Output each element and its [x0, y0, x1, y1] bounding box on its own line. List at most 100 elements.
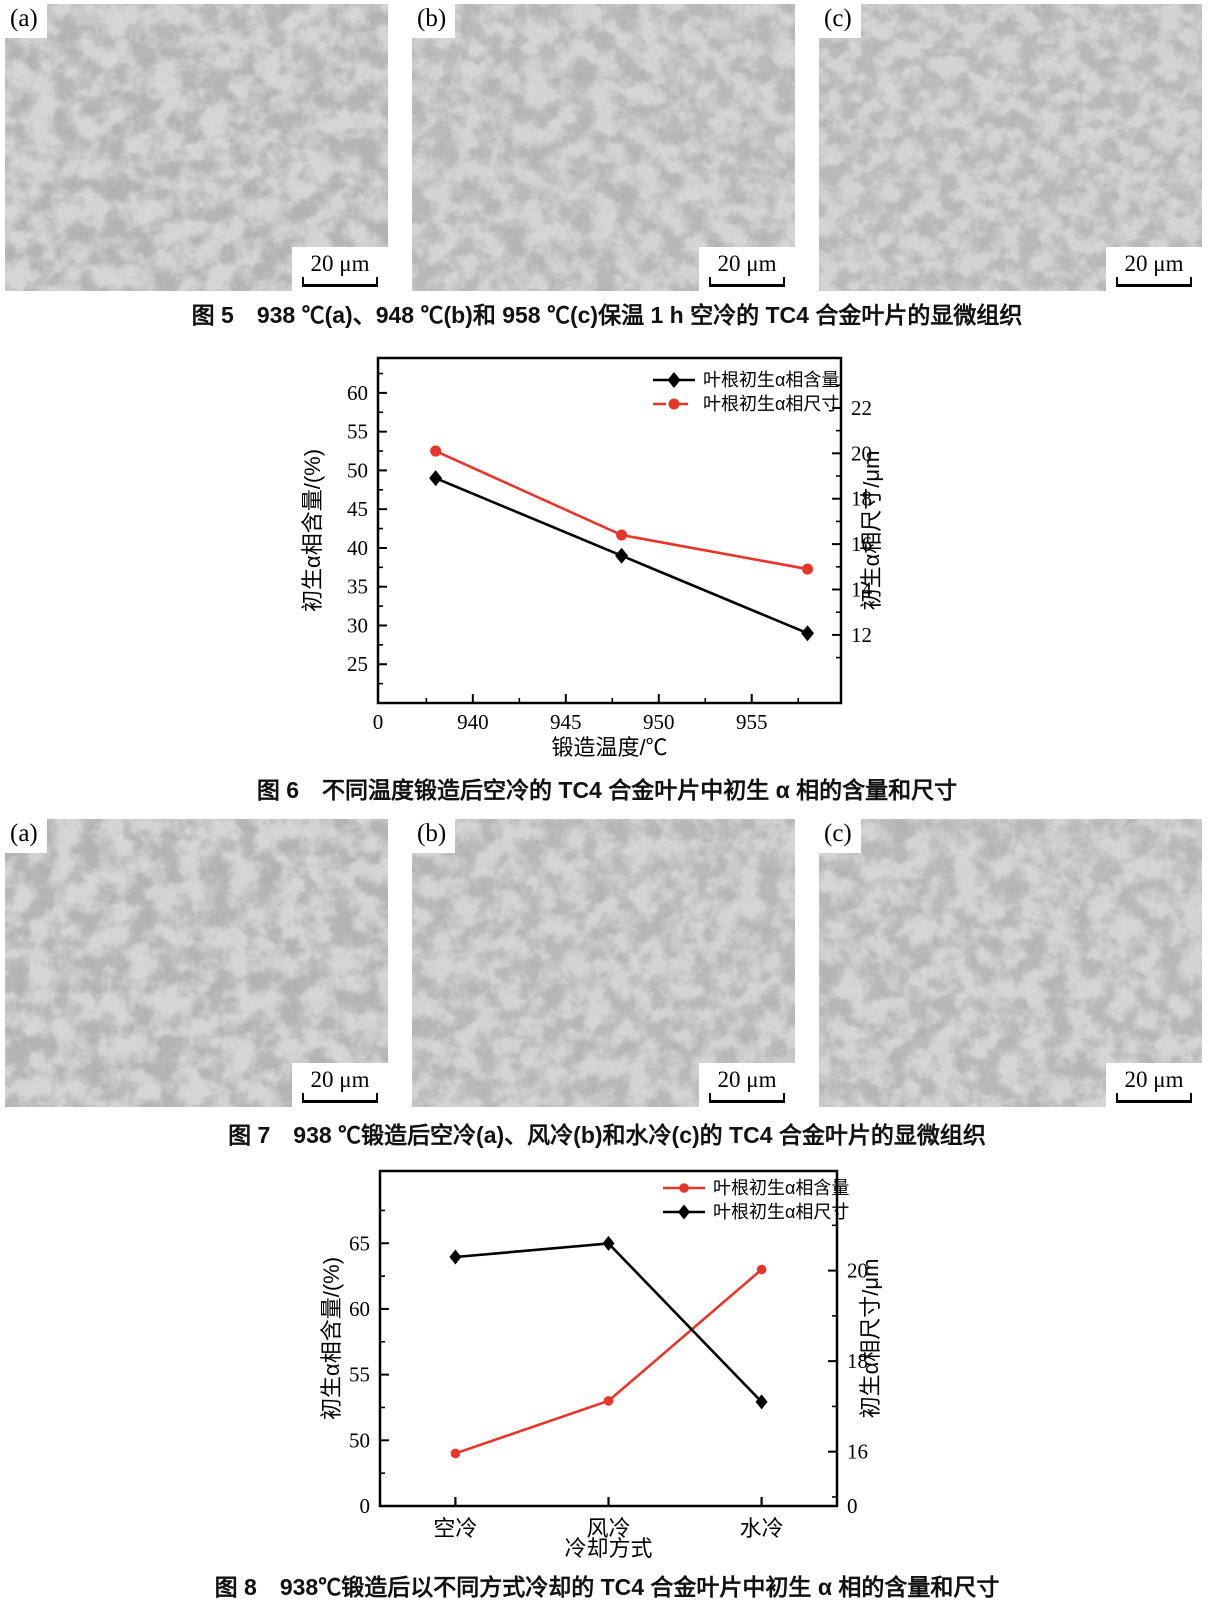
scale-label: 20 μm: [717, 250, 777, 276]
x-tick-label: 940: [457, 710, 489, 734]
legend-entry-label: 叶根初生α相尺寸: [703, 394, 839, 414]
left-tick-label: 50: [349, 1428, 370, 1452]
series-content: [450, 1264, 767, 1459]
data-point-diamond: [602, 1235, 615, 1251]
left-tick-label: 45: [347, 497, 368, 521]
micrograph-image: [819, 4, 1202, 291]
x-category-label: 风冷: [586, 1516, 630, 1541]
data-point-circle: [679, 1183, 689, 1193]
x-tick-label: 950: [643, 710, 675, 734]
fig7-micrograph-a: (a) 20 μm: [5, 819, 388, 1107]
micrograph-image: [5, 819, 388, 1107]
scale-label: 20 μm: [310, 1066, 370, 1092]
scale-bar-line: [1116, 1092, 1192, 1103]
right-axis-title: 初生α相尺寸/μm: [858, 1259, 883, 1419]
scale-label: 20 μm: [717, 1066, 777, 1092]
data-point-diamond: [615, 547, 629, 564]
data-point-diamond: [667, 372, 681, 388]
left-tick-label: 0: [360, 1494, 371, 1518]
fig7-caption: 图 7 938 ℃锻造后空冷(a)、风冷(b)和水冷(c)的 TC4 合金叶片的…: [228, 1122, 986, 1148]
panel-label: (c): [819, 4, 861, 38]
data-point-diamond: [678, 1204, 690, 1220]
left-tick-label: 25: [347, 652, 368, 676]
axes: 0 50 55 60 65 0 16 18 20 空冷 风冷 水冷: [349, 1209, 868, 1541]
scale-label: 20 μm: [1124, 250, 1184, 276]
data-point-diamond: [449, 1249, 462, 1265]
scale-bar-line: [1116, 276, 1192, 287]
left-tick-label: 60: [349, 1297, 370, 1321]
data-point-circle: [668, 398, 680, 410]
scale-bar: 20 μm: [292, 247, 388, 291]
series-content: [429, 470, 815, 642]
fig7-micrograph-b: (b) 20 μm: [412, 819, 795, 1107]
fig8-caption: 图 8 938℃锻造后以不同方式冷却的 TC4 合金叶片中初生 α 相的含量和尺…: [214, 1574, 1000, 1600]
scale-bar-line: [302, 276, 378, 287]
x-tick-label: 955: [736, 710, 768, 734]
left-tick-label: 35: [347, 575, 368, 599]
right-tick-label: 20: [851, 441, 872, 465]
legend-entry-label: 叶根初生α相含量: [713, 1178, 849, 1198]
fig5-micrograph-a: (a) 20 μm: [5, 4, 388, 291]
panel-label: (a): [5, 819, 47, 853]
fig6-caption: 图 6 不同温度锻造后空冷的 TC4 合金叶片中初生 α 相的含量和尺寸: [256, 777, 958, 803]
scale-bar: 20 μm: [699, 247, 795, 291]
scale-bar-line: [709, 276, 785, 287]
micrograph-image: [412, 4, 795, 291]
data-point-diamond: [429, 470, 443, 487]
data-point-circle: [802, 563, 814, 575]
scale-bar-line: [302, 1092, 378, 1103]
axes: 25 30 35 40 45 50 55 60 12 14 16 18 20 22 0 940 945 950 95…: [347, 372, 873, 734]
scale-bar: 20 μm: [1106, 1063, 1202, 1107]
x-tick-label: 0: [373, 710, 384, 734]
x-category-label: 空冷: [433, 1516, 477, 1541]
scale-bar: 20 μm: [292, 1063, 388, 1107]
micrograph-image: [412, 819, 795, 1107]
right-tick-label: 18: [847, 1349, 868, 1373]
x-axis-title: 锻造温度/℃: [551, 735, 667, 760]
scale-bar-line: [709, 1092, 785, 1103]
data-point-circle: [603, 1396, 614, 1406]
legend-entry-label: 叶根初生α相尺寸: [713, 1202, 849, 1222]
left-tick-label: 30: [347, 613, 368, 637]
data-point-circle: [450, 1448, 461, 1459]
scale-label: 20 μm: [310, 250, 370, 276]
panel-label: (a): [5, 4, 47, 38]
panel-label: (b): [412, 4, 456, 38]
left-axis-title: 初生α相含量/(%): [300, 449, 325, 612]
left-tick-label: 55: [349, 1363, 370, 1387]
panel-label: (b): [412, 819, 456, 853]
x-axis-title: 冷却方式: [564, 1536, 652, 1561]
fig5-caption: 图 5 938 ℃(a)、948 ℃(b)和 958 ℃(c)保温 1 h 空冷…: [191, 302, 1023, 328]
left-tick-label: 55: [347, 420, 368, 444]
left-axis-title: 初生α相含量/(%): [319, 1257, 344, 1420]
micrograph-image: [5, 4, 388, 291]
left-tick-label: 65: [349, 1231, 370, 1255]
data-point-diamond: [801, 625, 815, 642]
right-tick-label: 22: [851, 396, 872, 420]
left-tick-label: 40: [347, 536, 368, 560]
legend-entry-label: 叶根初生α相含量: [703, 370, 839, 390]
data-point-circle: [756, 1264, 767, 1275]
left-tick-label: 50: [347, 458, 368, 482]
scale-label: 20 μm: [1124, 1066, 1184, 1092]
data-point-diamond: [755, 1394, 768, 1410]
fig5-micrograph-c: (c) 20 μm: [819, 4, 1202, 291]
x-category-label: 水冷: [740, 1516, 784, 1541]
right-axis-title: 初生α相尺寸/μm: [859, 451, 884, 611]
right-tick-label: 16: [847, 1440, 868, 1464]
micrograph-image: [819, 819, 1202, 1107]
x-tick-label: 945: [550, 710, 582, 734]
fig6-chart: 25 30 35 40 45 50 55 60 12 14 16 18 20 22 0 940 945 950 95…: [300, 356, 884, 760]
left-tick-label: 60: [347, 381, 368, 405]
series-size: [430, 445, 814, 575]
right-tick-label: 16: [851, 532, 872, 556]
right-tick-label: 18: [851, 487, 872, 511]
scale-bar: 20 μm: [699, 1063, 795, 1107]
data-point-circle: [616, 529, 628, 541]
right-tick-label: 0: [847, 1494, 858, 1518]
panel-label: (c): [819, 819, 861, 853]
